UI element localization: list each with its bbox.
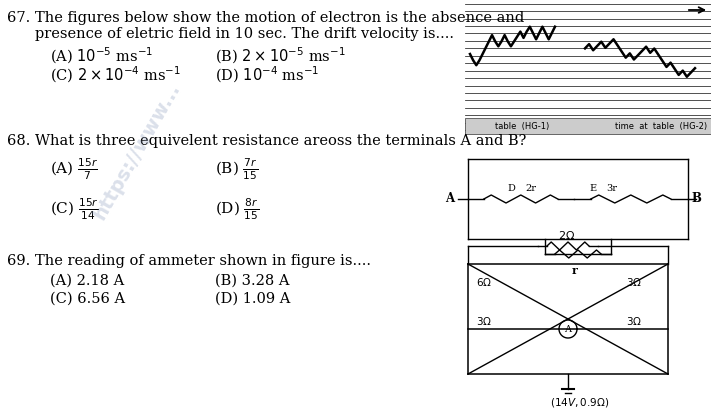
Text: (D) $10^{-4}$ ms$^{-1}$: (D) $10^{-4}$ ms$^{-1}$ — [215, 65, 319, 85]
Text: A: A — [565, 324, 572, 334]
Text: (C) 6.56 A: (C) 6.56 A — [50, 292, 125, 306]
Text: The reading of ammeter shown in figure is....: The reading of ammeter shown in figure i… — [35, 254, 371, 268]
Text: 68.: 68. — [7, 134, 31, 148]
Text: $3\Omega$: $3\Omega$ — [476, 315, 492, 327]
Text: $(14V, 0.9\Omega)$: $(14V, 0.9\Omega)$ — [550, 396, 609, 409]
Text: (C) $\frac{15r}{14}$: (C) $\frac{15r}{14}$ — [50, 196, 99, 222]
Text: (D) 1.09 A: (D) 1.09 A — [215, 292, 290, 306]
Text: $6\Omega$: $6\Omega$ — [476, 276, 492, 288]
Text: table  (HG-1): table (HG-1) — [495, 122, 550, 130]
Text: $3\Omega$: $3\Omega$ — [626, 315, 642, 327]
Text: $3\Omega$: $3\Omega$ — [626, 276, 642, 288]
Text: (D) $\frac{8r}{15}$: (D) $\frac{8r}{15}$ — [215, 196, 260, 222]
Text: r: r — [572, 265, 577, 276]
Text: E: E — [589, 184, 596, 193]
Text: https://www...: https://www... — [90, 79, 184, 223]
Text: (A) $10^{-5}$ ms$^{-1}$: (A) $10^{-5}$ ms$^{-1}$ — [50, 46, 153, 66]
Text: 69.: 69. — [7, 254, 31, 268]
Text: (B) $2 \times 10^{-5}$ ms$^{-1}$: (B) $2 \times 10^{-5}$ ms$^{-1}$ — [215, 46, 346, 66]
Text: D: D — [508, 184, 515, 193]
Text: (C) $2 \times 10^{-4}$ ms$^{-1}$: (C) $2 \times 10^{-4}$ ms$^{-1}$ — [50, 65, 181, 85]
Text: B: B — [691, 192, 701, 205]
Text: (A) $\frac{15r}{7}$: (A) $\frac{15r}{7}$ — [50, 156, 98, 181]
Text: The figures below show the motion of electron is the absence and: The figures below show the motion of ele… — [35, 11, 524, 25]
Text: (A) 2.18 A: (A) 2.18 A — [50, 274, 124, 288]
Text: 2r: 2r — [525, 184, 536, 193]
Text: $2\Omega$: $2\Omega$ — [558, 229, 575, 241]
Text: presence of eletric field in 10 sec. The drift velocity is....: presence of eletric field in 10 sec. The… — [35, 27, 454, 41]
Text: 3r: 3r — [606, 184, 618, 193]
Text: What is three equivelent resistance areoss the terminals A and B?: What is three equivelent resistance areo… — [35, 134, 526, 148]
Text: time  at  table  (HG-2): time at table (HG-2) — [615, 122, 707, 130]
Bar — [465, 118, 711, 134]
Text: (B) $\frac{7r}{15}$: (B) $\frac{7r}{15}$ — [215, 156, 259, 181]
Text: 67.: 67. — [7, 11, 31, 25]
Text: A: A — [445, 192, 454, 205]
Text: (B) 3.28 A: (B) 3.28 A — [215, 274, 289, 288]
